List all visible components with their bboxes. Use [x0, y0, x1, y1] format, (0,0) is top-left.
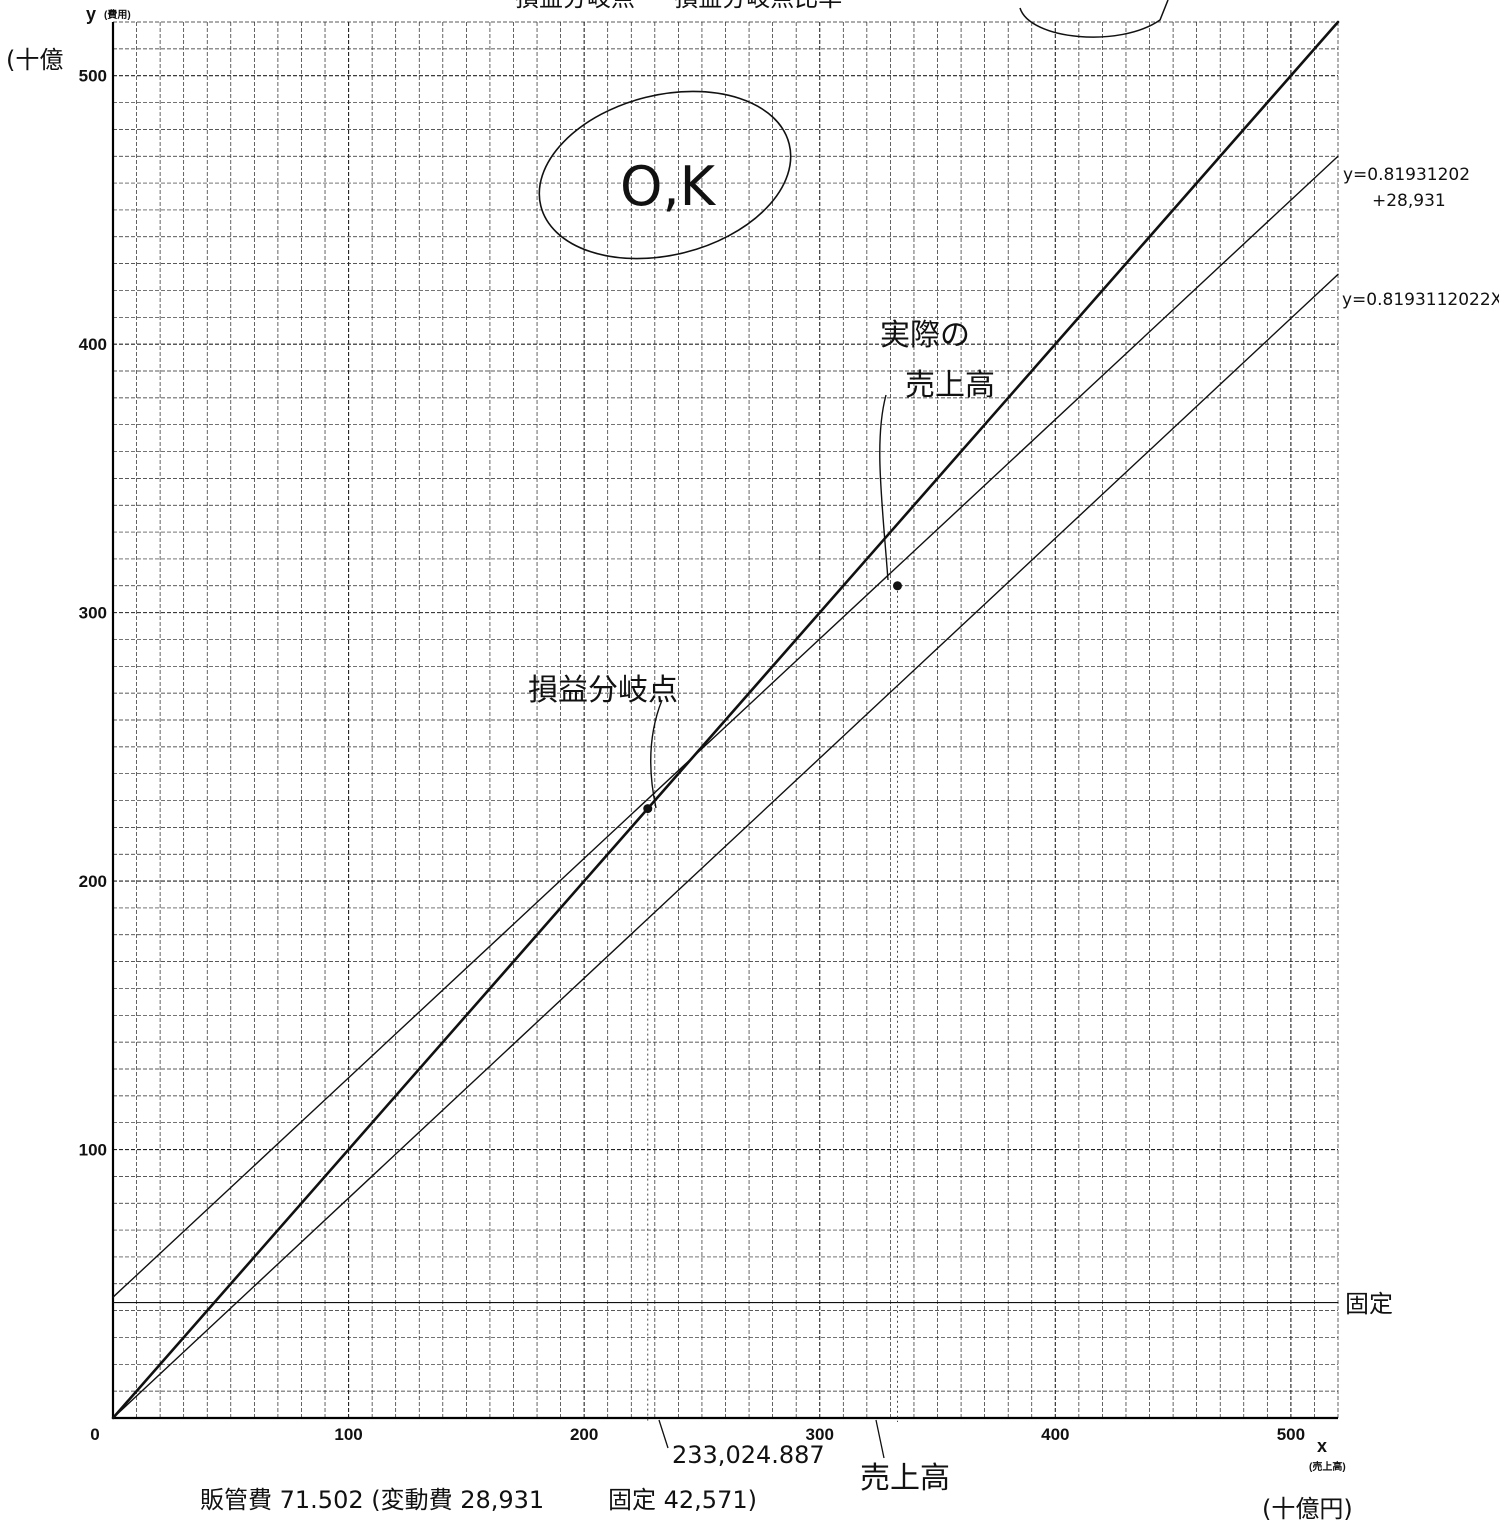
y-tick-label: 200 [79, 872, 107, 891]
x-tick-label: 100 [334, 1425, 362, 1444]
sales-note: 売上高 [860, 1461, 950, 1496]
equation-2: y=0.8193112022X [1342, 290, 1499, 310]
x-tick-label: 200 [570, 1425, 598, 1444]
x-tick-label: 0 [90, 1425, 99, 1444]
sga-note: 販管費 71.502 (変動費 28,931 [200, 1486, 544, 1514]
ok-mark: O,K [620, 155, 717, 218]
y-tick-label: 300 [79, 604, 107, 623]
sales-pointer [875, 1419, 885, 1459]
series-line-1 [111, 20, 1340, 1420]
fixed-cost-note: 固定 42,571) [608, 1486, 757, 1514]
point-marker-2 [892, 581, 902, 591]
x-unit-note: (十億円) [1262, 1495, 1353, 1523]
series-lines [111, 20, 1340, 1420]
equation-1-line2: +28,931 [1372, 191, 1446, 211]
top-cut-text: 損益分岐点 ・ 損益分岐点比率 [515, 0, 842, 12]
ok-circle [538, 90, 792, 260]
breakeven-value-pointer [658, 1419, 669, 1449]
fixed-note: 固定 [1345, 1290, 1393, 1318]
x-tick-label: 500 [1277, 1425, 1305, 1444]
y-tick-label: 400 [79, 335, 107, 354]
y-tick-label: 100 [79, 1141, 107, 1160]
tick-labels: 0 100 200 300 400 500 100 200 300 400 500 [79, 67, 1305, 1444]
axes [111, 22, 1338, 1420]
x-axis-label: x [1317, 1436, 1327, 1456]
breakeven-pointer [650, 699, 663, 809]
y-axis-sublabel: (費用) [104, 8, 131, 21]
grid-lines [112, 21, 1339, 1419]
breakeven-value-note: 233,024.887 [672, 1441, 825, 1469]
y-tick-label: 500 [79, 67, 107, 86]
y-axis-label: y [86, 4, 96, 24]
marked-points [643, 581, 902, 1422]
x-axis-sublabel: (売上高) [1309, 1460, 1346, 1473]
x-tick-label: 300 [806, 1425, 834, 1444]
equation-1-line1: y=0.81931202 [1343, 165, 1470, 185]
top-circle-scribble [1019, 0, 1169, 38]
x-tick-label: 400 [1041, 1425, 1069, 1444]
y-unit-note: (十億 [6, 46, 63, 74]
series-line-3 [112, 273, 1339, 1419]
actual-sales-note-line2: 売上高 [905, 368, 995, 403]
breakeven-note: 損益分岐点 [528, 673, 678, 708]
actual-sales-pointer [879, 394, 889, 581]
actual-sales-note-line1: 実際の [880, 318, 970, 353]
point-marker-1 [643, 804, 653, 814]
series-line-2 [112, 155, 1339, 1298]
